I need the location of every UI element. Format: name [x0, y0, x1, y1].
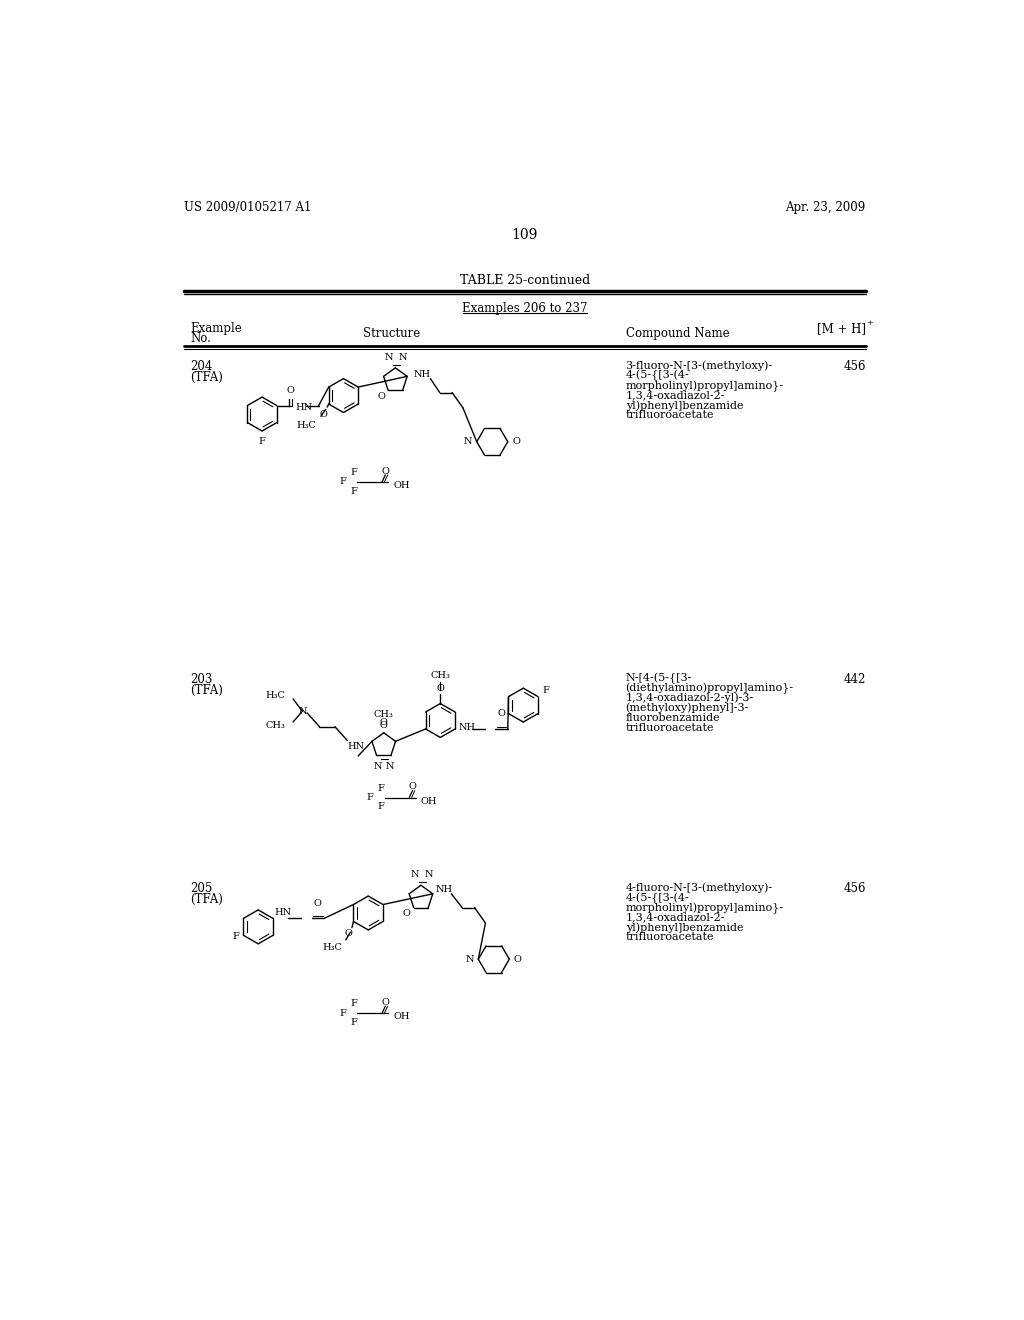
- Text: F: F: [350, 469, 357, 477]
- Text: [M + H]: [M + H]: [817, 322, 866, 335]
- Text: N-[4-(5-{[3-: N-[4-(5-{[3-: [626, 673, 692, 684]
- Text: (TFA): (TFA): [190, 892, 223, 906]
- Text: OH: OH: [393, 1012, 410, 1022]
- Text: trifluoroacetate: trifluoroacetate: [626, 411, 714, 420]
- Text: Structure: Structure: [362, 327, 420, 341]
- Text: OH: OH: [393, 482, 410, 490]
- Text: O: O: [514, 954, 522, 964]
- Text: N: N: [464, 437, 472, 446]
- Text: 203: 203: [190, 673, 212, 686]
- Text: trifluoroacetate: trifluoroacetate: [626, 723, 714, 733]
- Text: (diethylamino)propyl]amino}-: (diethylamino)propyl]amino}-: [626, 682, 794, 694]
- Text: HN: HN: [296, 403, 312, 412]
- Text: HN: HN: [274, 908, 292, 916]
- Text: O: O: [319, 411, 327, 420]
- Text: yl)phenyl]benzamide: yl)phenyl]benzamide: [626, 400, 743, 411]
- Text: HN: HN: [347, 742, 365, 751]
- Text: Apr. 23, 2009: Apr. 23, 2009: [785, 201, 866, 214]
- Text: 109: 109: [512, 227, 538, 242]
- Text: OH: OH: [420, 797, 436, 805]
- Text: NH: NH: [436, 884, 453, 894]
- Text: F: F: [350, 487, 357, 495]
- Text: (TFA): (TFA): [190, 684, 223, 697]
- Text: CH₃: CH₃: [265, 721, 286, 730]
- Text: H₃C: H₃C: [265, 692, 286, 701]
- Text: Example: Example: [190, 322, 242, 335]
- Text: O: O: [436, 684, 444, 693]
- Text: 204: 204: [190, 360, 212, 374]
- Text: F: F: [340, 1008, 346, 1018]
- Text: O: O: [377, 392, 385, 401]
- Text: morpholinyl)propyl]amino}-: morpholinyl)propyl]amino}-: [626, 380, 783, 392]
- Text: 1,3,4-oxadiazol-2-: 1,3,4-oxadiazol-2-: [626, 912, 725, 923]
- Text: F: F: [231, 932, 239, 941]
- Text: O: O: [381, 466, 389, 475]
- Text: CH₃: CH₃: [430, 672, 451, 681]
- Text: 3-fluoro-N-[3-(methyloxy)-: 3-fluoro-N-[3-(methyloxy)-: [626, 360, 773, 371]
- Text: +: +: [866, 318, 872, 326]
- Text: O: O: [402, 909, 411, 919]
- Text: N: N: [374, 762, 382, 771]
- Text: 205: 205: [190, 882, 212, 895]
- Text: 442: 442: [844, 673, 866, 686]
- Text: F: F: [340, 478, 346, 486]
- Text: 456: 456: [844, 360, 866, 374]
- Text: O: O: [380, 721, 388, 730]
- Text: NH: NH: [458, 723, 475, 731]
- Text: trifluoroacetate: trifluoroacetate: [626, 932, 714, 942]
- Text: N: N: [298, 706, 306, 715]
- Text: 456: 456: [844, 882, 866, 895]
- Text: N: N: [385, 352, 393, 362]
- Text: H₃C: H₃C: [296, 421, 316, 430]
- Text: Compound Name: Compound Name: [626, 327, 729, 341]
- Text: 4-(5-{[3-(4-: 4-(5-{[3-(4-: [626, 892, 689, 904]
- Text: N: N: [465, 954, 474, 964]
- Text: 4-(5-{[3-(4-: 4-(5-{[3-(4-: [626, 370, 689, 381]
- Text: O: O: [512, 437, 520, 446]
- Text: F: F: [378, 803, 385, 812]
- Text: O: O: [409, 783, 417, 791]
- Text: 4-fluoro-N-[3-(methyloxy)-: 4-fluoro-N-[3-(methyloxy)-: [626, 882, 773, 892]
- Text: N: N: [411, 870, 419, 879]
- Text: morpholinyl)propyl]amino}-: morpholinyl)propyl]amino}-: [626, 903, 783, 913]
- Text: O: O: [380, 718, 388, 726]
- Text: F: F: [543, 686, 550, 694]
- Text: H₃C: H₃C: [323, 942, 343, 952]
- Text: US 2009/0105217 A1: US 2009/0105217 A1: [183, 201, 311, 214]
- Text: N: N: [386, 762, 394, 771]
- Text: F: F: [367, 793, 374, 803]
- Text: O: O: [287, 385, 295, 395]
- Text: NH: NH: [414, 371, 430, 379]
- Text: N: N: [399, 352, 408, 362]
- Text: O: O: [314, 899, 322, 908]
- Text: TABLE 25-continued: TABLE 25-continued: [460, 275, 590, 286]
- Text: O: O: [498, 709, 506, 718]
- Text: F: F: [259, 437, 265, 446]
- Text: (methyloxy)phenyl]-3-: (methyloxy)phenyl]-3-: [626, 702, 749, 713]
- Text: F: F: [350, 1018, 357, 1027]
- Text: 1,3,4-oxadiazol-2-: 1,3,4-oxadiazol-2-: [626, 391, 725, 400]
- Text: O: O: [344, 929, 352, 939]
- Text: N: N: [425, 870, 433, 879]
- Text: F: F: [378, 784, 385, 793]
- Text: 1,3,4-oxadiazol-2-yl)-3-: 1,3,4-oxadiazol-2-yl)-3-: [626, 693, 754, 704]
- Text: O: O: [381, 998, 389, 1007]
- Text: No.: No.: [190, 331, 211, 345]
- Text: Examples 206 to 237: Examples 206 to 237: [462, 302, 588, 314]
- Text: CH₃: CH₃: [374, 710, 393, 719]
- Text: fluorobenzamide: fluorobenzamide: [626, 713, 720, 723]
- Text: F: F: [350, 999, 357, 1008]
- Text: (TFA): (TFA): [190, 371, 223, 384]
- Text: yl)phenyl]benzamide: yl)phenyl]benzamide: [626, 923, 743, 933]
